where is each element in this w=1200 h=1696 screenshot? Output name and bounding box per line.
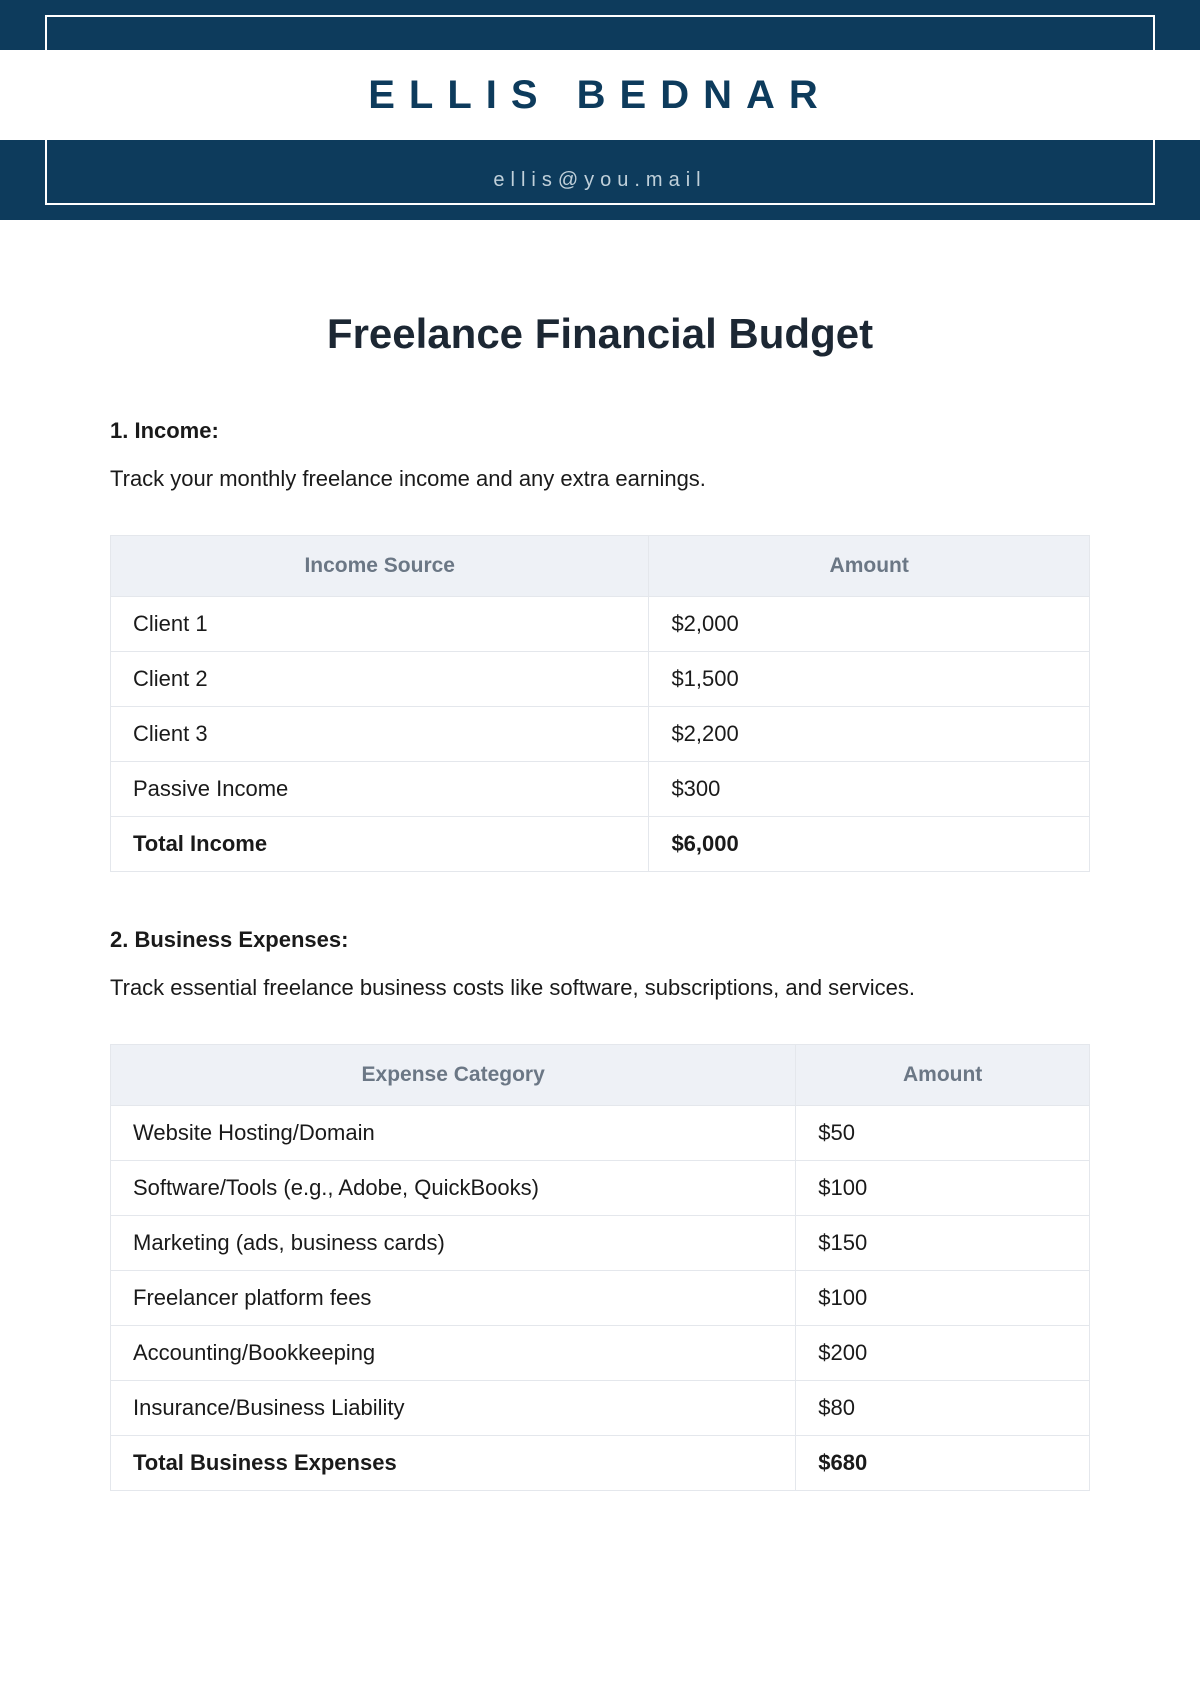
table-cell: Software/Tools (e.g., Adobe, QuickBooks) xyxy=(111,1161,796,1216)
table-cell: Insurance/Business Liability xyxy=(111,1381,796,1436)
table-cell: $50 xyxy=(796,1106,1090,1161)
section-income: 1. Income: Track your monthly freelance … xyxy=(110,418,1090,872)
document-header: ELLIS BEDNAR ellis@you.mail xyxy=(0,0,1200,220)
table-row: Website Hosting/Domain $50 xyxy=(111,1106,1090,1161)
document-title: Freelance Financial Budget xyxy=(110,310,1090,358)
section-heading: 1. Income: xyxy=(110,418,1090,444)
frame-line xyxy=(45,15,47,50)
table-header-cell: Amount xyxy=(649,536,1090,597)
table-total-row: Total Business Expenses $680 xyxy=(111,1436,1090,1491)
header-top-band xyxy=(0,0,1200,50)
table-cell: Client 1 xyxy=(111,597,649,652)
table-row: Client 2 $1,500 xyxy=(111,652,1090,707)
table-cell: Total Business Expenses xyxy=(111,1436,796,1491)
table-row: Software/Tools (e.g., Adobe, QuickBooks)… xyxy=(111,1161,1090,1216)
table-cell: Passive Income xyxy=(111,762,649,817)
table-cell: $2,200 xyxy=(649,707,1090,762)
table-cell: $6,000 xyxy=(649,817,1090,872)
table-header-row: Income Source Amount xyxy=(111,536,1090,597)
frame-line xyxy=(1153,15,1155,50)
section-description: Track essential freelance business costs… xyxy=(110,971,1090,1004)
section-description: Track your monthly freelance income and … xyxy=(110,462,1090,495)
frame-line xyxy=(45,15,1155,17)
table-cell: Accounting/Bookkeeping xyxy=(111,1326,796,1381)
table-row: Insurance/Business Liability $80 xyxy=(111,1381,1090,1436)
table-cell: Client 2 xyxy=(111,652,649,707)
table-header-cell: Expense Category xyxy=(111,1045,796,1106)
document-content: Freelance Financial Budget 1. Income: Tr… xyxy=(0,220,1200,1606)
header-name-band: ELLIS BEDNAR xyxy=(0,50,1200,140)
table-header-cell: Amount xyxy=(796,1045,1090,1106)
table-cell: $680 xyxy=(796,1436,1090,1491)
table-cell: $1,500 xyxy=(649,652,1090,707)
table-cell: $100 xyxy=(796,1271,1090,1326)
table-cell: $300 xyxy=(649,762,1090,817)
table-cell: $150 xyxy=(796,1216,1090,1271)
author-email: ellis@you.mail xyxy=(493,169,706,192)
table-cell: Client 3 xyxy=(111,707,649,762)
section-expenses: 2. Business Expenses: Track essential fr… xyxy=(110,927,1090,1491)
table-row: Marketing (ads, business cards) $150 xyxy=(111,1216,1090,1271)
table-total-row: Total Income $6,000 xyxy=(111,817,1090,872)
table-row: Client 3 $2,200 xyxy=(111,707,1090,762)
table-cell: Freelancer platform fees xyxy=(111,1271,796,1326)
table-cell: Website Hosting/Domain xyxy=(111,1106,796,1161)
table-cell: $2,000 xyxy=(649,597,1090,652)
table-cell: $80 xyxy=(796,1381,1090,1436)
table-header-row: Expense Category Amount xyxy=(111,1045,1090,1106)
income-table: Income Source Amount Client 1 $2,000 Cli… xyxy=(110,535,1090,872)
author-name: ELLIS BEDNAR xyxy=(368,73,832,118)
expenses-table: Expense Category Amount Website Hosting/… xyxy=(110,1044,1090,1491)
table-row: Accounting/Bookkeeping $200 xyxy=(111,1326,1090,1381)
frame-line xyxy=(45,203,1155,205)
table-cell: Total Income xyxy=(111,817,649,872)
table-cell: $200 xyxy=(796,1326,1090,1381)
table-row: Freelancer platform fees $100 xyxy=(111,1271,1090,1326)
frame-line xyxy=(45,140,47,205)
table-header-cell: Income Source xyxy=(111,536,649,597)
table-cell: $100 xyxy=(796,1161,1090,1216)
header-email-band: ellis@you.mail xyxy=(0,140,1200,220)
frame-line xyxy=(1153,140,1155,205)
section-heading: 2. Business Expenses: xyxy=(110,927,1090,953)
table-row: Passive Income $300 xyxy=(111,762,1090,817)
table-row: Client 1 $2,000 xyxy=(111,597,1090,652)
table-cell: Marketing (ads, business cards) xyxy=(111,1216,796,1271)
